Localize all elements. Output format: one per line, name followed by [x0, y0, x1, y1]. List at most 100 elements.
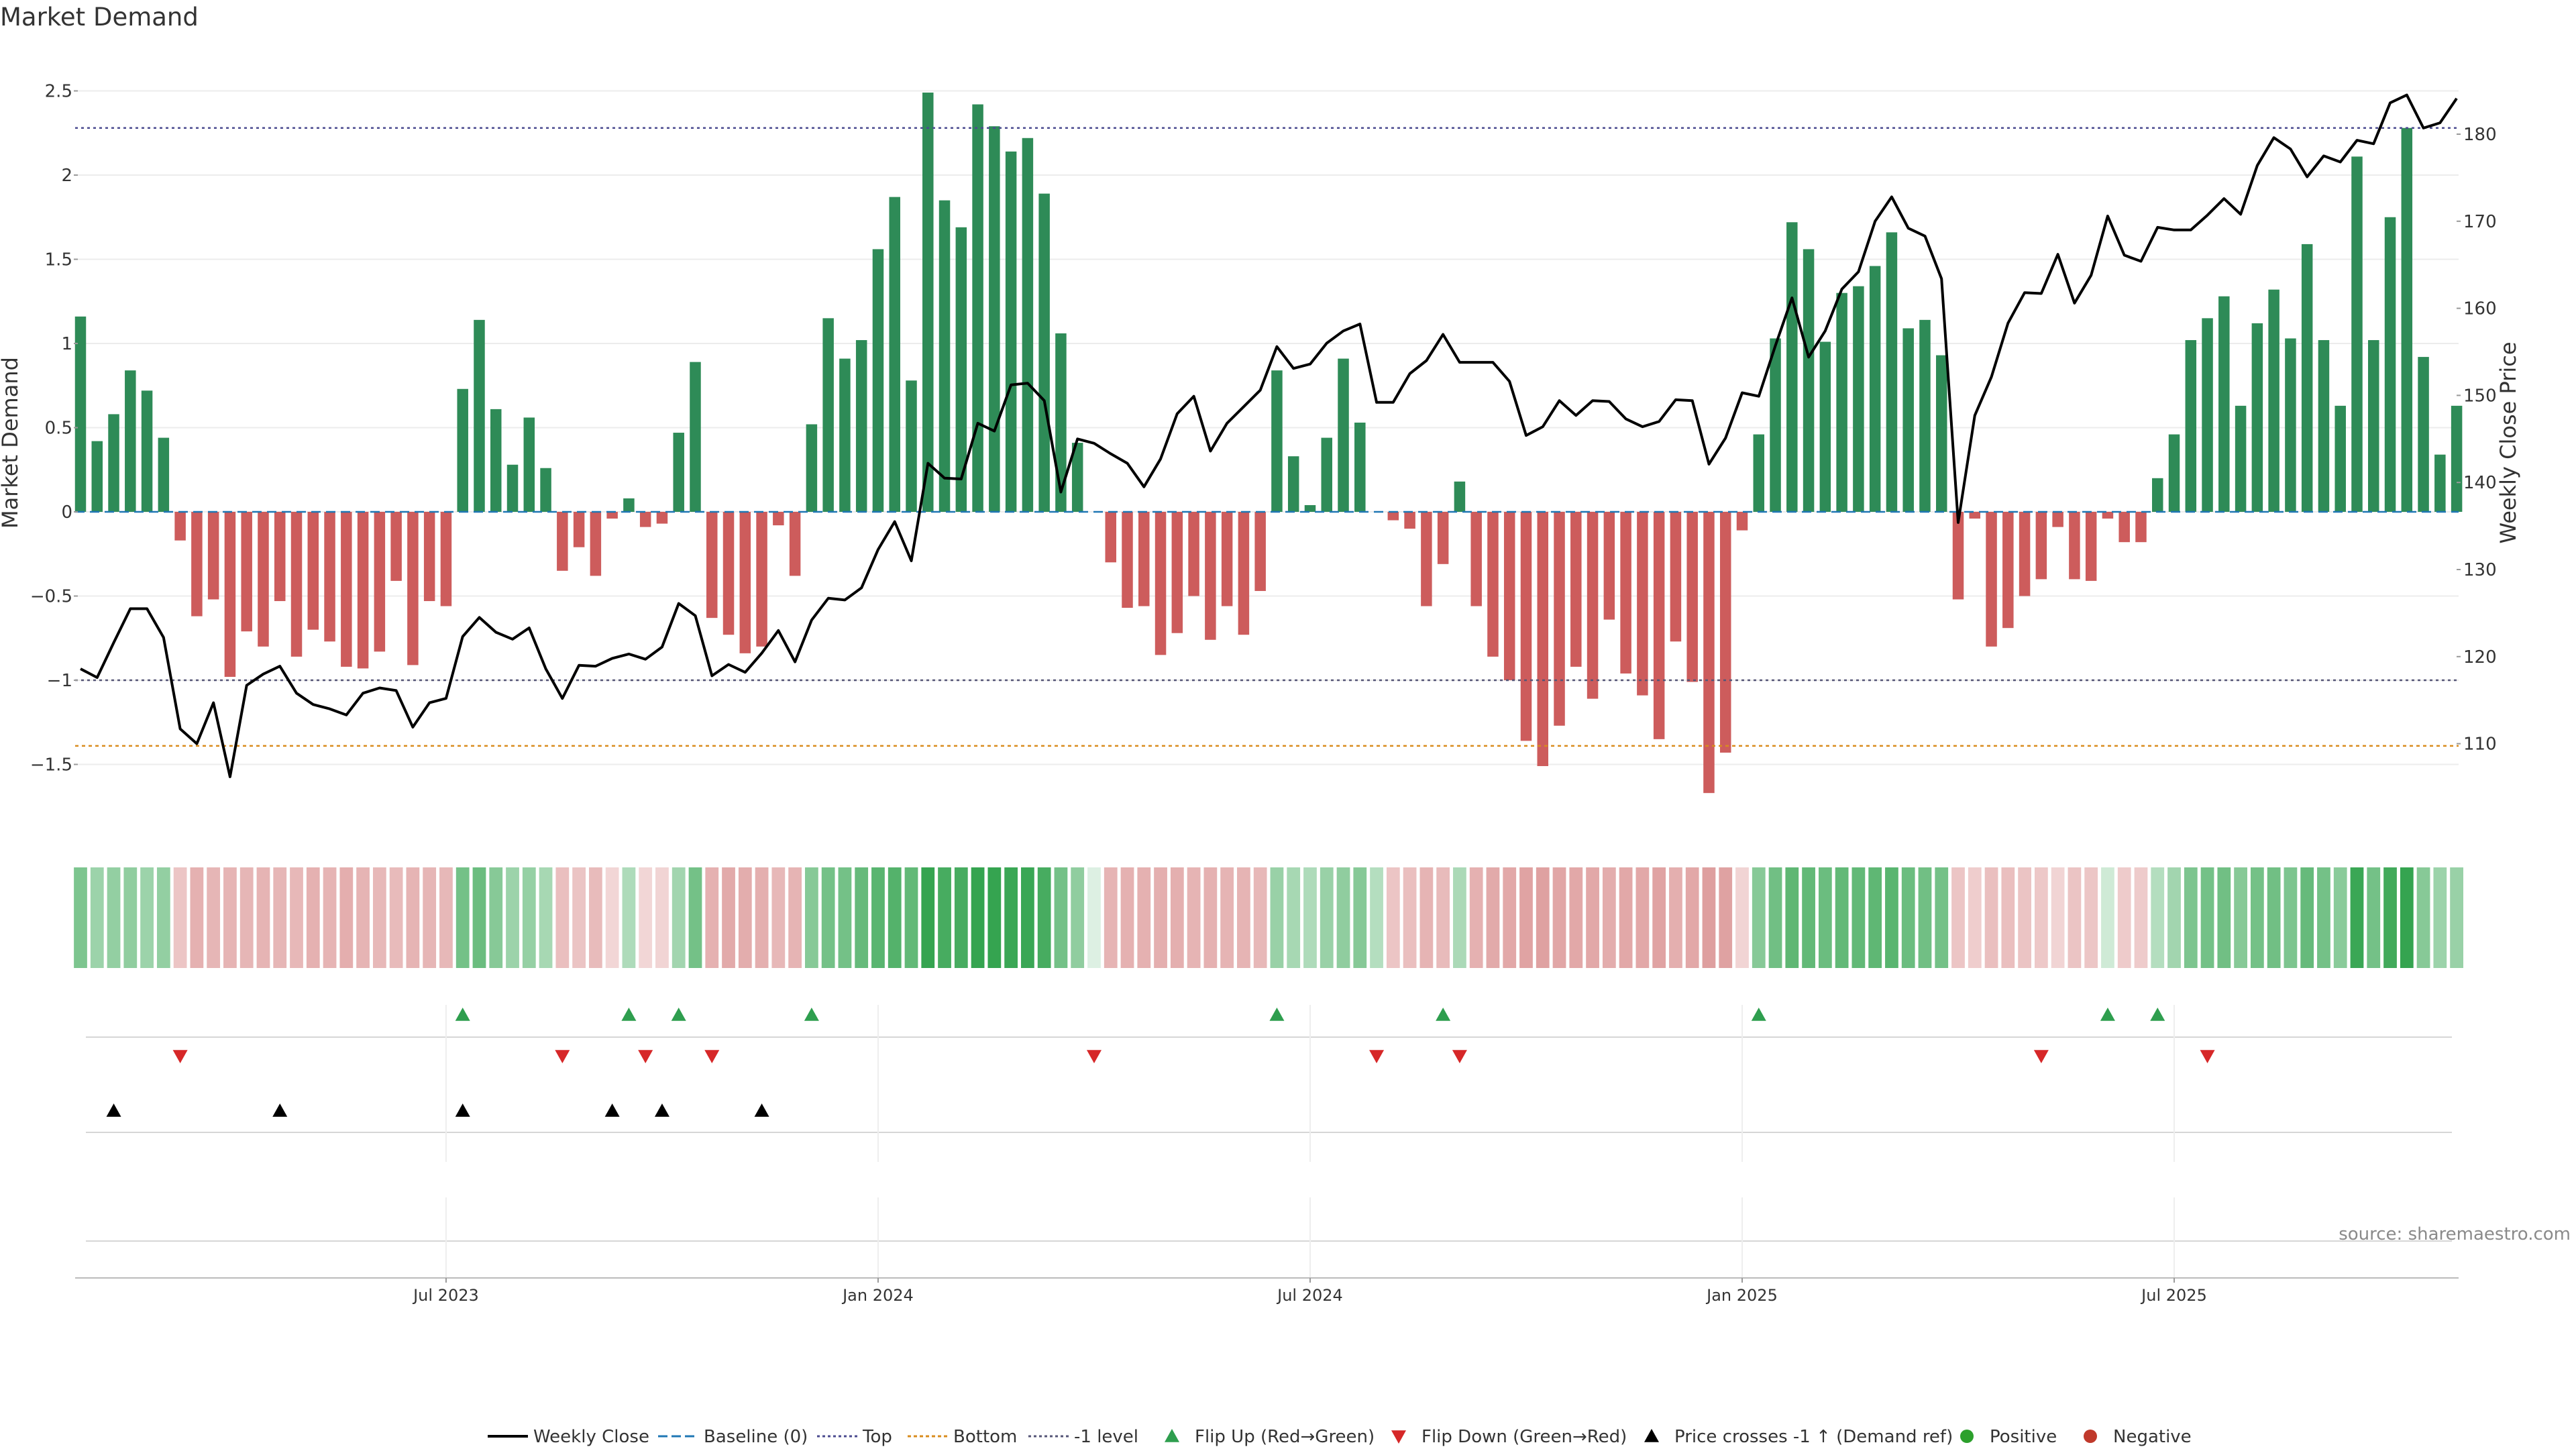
demand-bar: [2185, 339, 2197, 512]
left-y-tick-label: 0: [61, 502, 72, 523]
demand-bar: [972, 104, 983, 512]
right-y-tick-label: 180: [2463, 125, 2497, 145]
x-tick-label: Jul 2024: [1276, 1286, 1343, 1305]
heat-cell: [2151, 867, 2165, 968]
flip-down-marker: [638, 1050, 653, 1063]
demand-bar: [390, 512, 402, 581]
demand-bar: [1919, 319, 1931, 512]
flip-down-marker: [704, 1050, 720, 1063]
demand-bar: [1254, 512, 1266, 591]
demand-bar: [2368, 339, 2379, 512]
demand-bar: [191, 512, 203, 616]
heat-cell: [1569, 867, 1583, 968]
heat-cell: [1918, 867, 1932, 968]
demand-bar: [523, 417, 535, 512]
heat-cell: [2317, 867, 2330, 968]
heat-cell: [1635, 867, 1650, 968]
demand-bar: [1038, 193, 1050, 512]
demand-bar: [2202, 318, 2213, 512]
demand-bar: [307, 512, 319, 630]
heat-cell: [323, 867, 337, 968]
heat-cell: [173, 867, 187, 968]
flip-up-marker: [455, 1008, 470, 1021]
gridlines: [75, 90, 2459, 765]
demand-bars: [74, 93, 2463, 794]
demand-bar: [1437, 512, 1449, 564]
heat-cell: [2051, 867, 2065, 968]
heat-cell: [1170, 867, 1184, 968]
heat-cell: [722, 867, 735, 968]
demand-bar: [1836, 292, 1847, 512]
demand-bar: [2035, 512, 2047, 580]
right-y-axis: 180 170 160 150 140 130 120 110: [2457, 125, 2497, 755]
legend-swatch-dot: [2084, 1430, 2097, 1443]
x-tick-label: Jan 2025: [1705, 1286, 1778, 1305]
heat-cell: [423, 867, 437, 968]
demand-bar: [1686, 512, 1698, 682]
demand-bar: [1387, 512, 1399, 521]
flip-down-marker: [1369, 1050, 1385, 1063]
demand-bar: [955, 227, 967, 512]
heat-cell: [290, 867, 303, 968]
heat-cell: [1802, 867, 1815, 968]
demand-bar: [1819, 341, 1831, 512]
demand-bar: [141, 390, 153, 512]
heat-cell: [688, 867, 702, 968]
demand-bar: [1637, 512, 1648, 696]
weekly-close-series: [80, 93, 2458, 778]
demand-bar: [1287, 456, 1299, 512]
demand-bar: [1520, 512, 1532, 741]
demand-bar: [1188, 512, 1199, 596]
left-y-tick-label: −1.5: [30, 755, 72, 775]
demand-bar: [2384, 217, 2396, 512]
heat-cell: [1685, 867, 1699, 968]
demand-bar: [656, 512, 668, 524]
price-cross-marker: [754, 1104, 769, 1117]
left-y-tick-label: 1: [61, 334, 72, 354]
heat-cell: [273, 867, 287, 968]
demand-bar: [341, 512, 352, 667]
flip-down-marker: [172, 1050, 188, 1063]
signal-markers: [106, 1008, 2215, 1117]
flip-up-marker: [1751, 1008, 1766, 1021]
right-y-tick-label: 140: [2463, 473, 2497, 493]
heat-cell: [588, 867, 602, 968]
heat-cell: [1968, 867, 1982, 968]
heat-cell: [2018, 867, 2031, 968]
demand-bar: [1470, 512, 1482, 606]
demand-bar: [1421, 512, 1432, 606]
demand-bar: [1138, 512, 1150, 606]
demand-bar: [290, 512, 303, 657]
demand-bar: [1503, 512, 1515, 680]
heat-cell: [1353, 867, 1367, 968]
flip-up-marker: [804, 1008, 819, 1021]
demand-bar: [2052, 512, 2063, 527]
demand-bar: [374, 512, 386, 652]
demand-bar: [540, 468, 551, 512]
heat-cell: [389, 867, 403, 968]
heat-cell: [1719, 867, 1733, 968]
legend-label: Flip Down (Green→Red): [1421, 1427, 1627, 1447]
heat-cell: [804, 867, 818, 968]
demand-bar: [989, 126, 1000, 512]
heat-cell: [156, 867, 170, 968]
heat-cell: [1071, 867, 1085, 968]
flip-down-marker: [2033, 1050, 2049, 1063]
legend-swatch-triangle-up: [1644, 1429, 1659, 1442]
heat-cell: [207, 867, 221, 968]
heat-cell: [1536, 867, 1550, 968]
heat-cell: [871, 867, 885, 968]
demand-bar: [1853, 286, 1864, 512]
heat-cell: [2267, 867, 2281, 968]
heat-cell: [1419, 867, 1434, 968]
heat-cell: [2084, 867, 2098, 968]
legend-label: Price crosses -1 ↑ (Demand ref): [1674, 1427, 1953, 1447]
demand-bar: [1620, 512, 1631, 674]
signal-lanes: [86, 1005, 2452, 1278]
demand-bar: [1902, 328, 1914, 512]
demand-bar: [174, 512, 186, 541]
demand-bar: [1354, 422, 1366, 512]
demand-bar: [407, 512, 419, 665]
demand-bar: [1952, 512, 1964, 600]
